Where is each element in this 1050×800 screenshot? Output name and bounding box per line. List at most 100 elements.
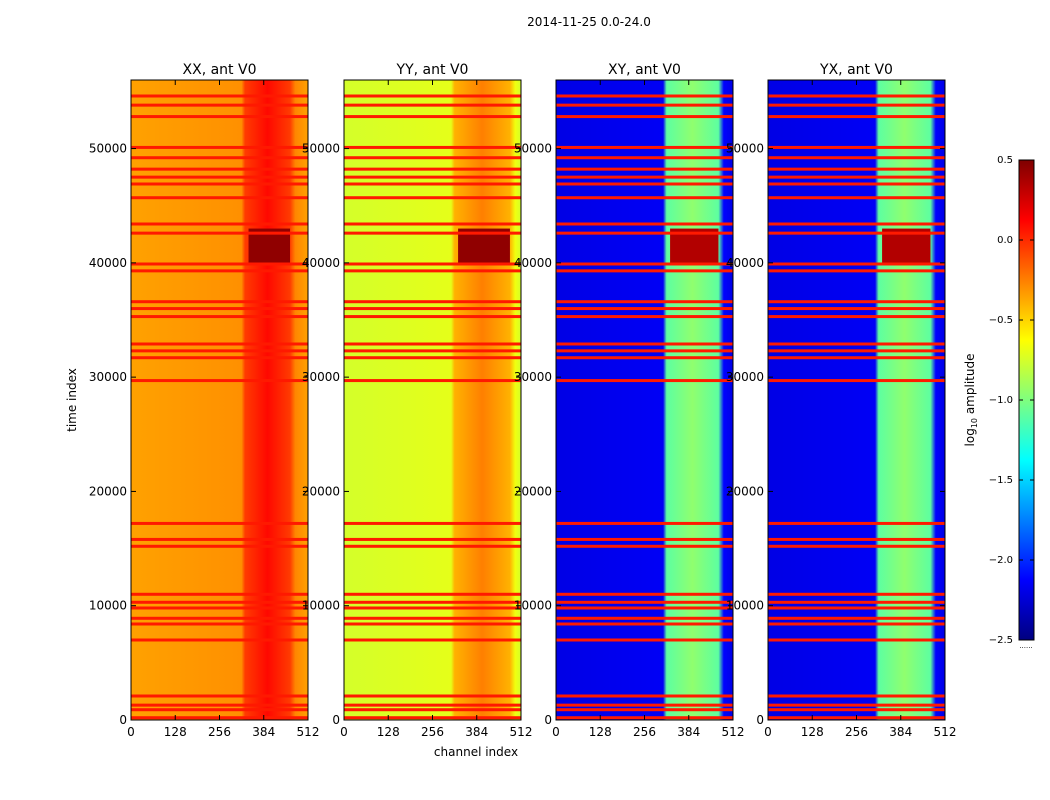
flagged-row — [556, 175, 733, 179]
x-tick-label: 384 — [677, 725, 700, 739]
flagged-row — [344, 544, 521, 548]
flagged-row — [131, 196, 308, 200]
panel-1: XX, ant V0 0 128 256 384 512 0 10000 20000 30000 4… — [89, 62, 320, 739]
flagged-row — [344, 231, 521, 235]
flagged-row — [131, 622, 308, 626]
y-tick-label: 0 — [544, 713, 552, 727]
flagged-row — [556, 342, 733, 346]
y-tick-label: 10000 — [726, 599, 764, 613]
y-tick-label: 20000 — [89, 484, 127, 498]
flagged-row — [556, 349, 733, 353]
colorbar-label-sub: 10 — [970, 418, 979, 428]
flagged-row — [344, 175, 521, 179]
flagged-row — [768, 606, 945, 610]
flagged-row — [556, 592, 733, 596]
x-tick-label: 128 — [164, 725, 187, 739]
flagged-row — [768, 694, 945, 698]
flagged-row — [131, 349, 308, 353]
flagged-row — [768, 349, 945, 353]
flagged-row — [131, 606, 308, 610]
flagged-row — [768, 222, 945, 226]
panel-title: XX, ant V0 — [183, 62, 257, 78]
flagged-row — [344, 315, 521, 319]
x-tick-label: 384 — [889, 725, 912, 739]
colorbar-tick-label: 0.5 — [997, 155, 1013, 166]
flagged-row — [556, 379, 733, 383]
y-tick-label: 40000 — [514, 256, 552, 270]
y-tick-label: 10000 — [514, 599, 552, 613]
flagged-row — [556, 600, 733, 604]
flagged-row — [131, 638, 308, 642]
y-axis-label: time index — [65, 368, 79, 432]
flagged-row — [768, 544, 945, 548]
x-axis-label: channel index — [434, 745, 518, 759]
flagged-row — [131, 521, 308, 525]
flagged-row — [344, 638, 521, 642]
panel-title: XY, ant V0 — [608, 62, 681, 78]
x-tick-label: 384 — [465, 725, 488, 739]
flagged-row — [768, 592, 945, 596]
flagged-row — [131, 167, 308, 171]
flagged-row — [556, 103, 733, 107]
flagged-row — [131, 145, 308, 149]
colorbar-tick-label: −1.0 — [989, 395, 1013, 406]
flagged-row — [768, 175, 945, 179]
flagged-row — [768, 356, 945, 360]
flagged-row — [768, 616, 945, 620]
flagged-row — [344, 616, 521, 620]
flagged-row — [344, 521, 521, 525]
colorbar-tick-label: −2.0 — [989, 555, 1013, 566]
flagged-row — [556, 622, 733, 626]
y-tick-label: 0 — [119, 713, 127, 727]
flagged-row — [131, 115, 308, 119]
flagged-row — [344, 703, 521, 707]
flagged-row — [131, 703, 308, 707]
x-tick-label: 128 — [589, 725, 612, 739]
y-tick-label: 20000 — [726, 484, 764, 498]
flagged-row — [344, 606, 521, 610]
flagged-row — [131, 156, 308, 160]
x-tick-label: 0 — [552, 725, 560, 739]
flagged-row — [556, 708, 733, 712]
flagged-row — [768, 600, 945, 604]
flagged-row — [768, 115, 945, 119]
flagged-row — [131, 269, 308, 273]
flagged-row — [344, 622, 521, 626]
flagged-row — [131, 182, 308, 186]
x-tick-label: 256 — [845, 725, 868, 739]
flagged-row — [768, 94, 945, 98]
flagged-row — [556, 262, 733, 266]
flagged-row — [344, 708, 521, 712]
y-tick-label: 10000 — [89, 599, 127, 613]
y-tick-label: 50000 — [302, 142, 340, 156]
colorbar-tick-label: −2.5 — [989, 635, 1013, 646]
flagged-row — [768, 300, 945, 304]
flagged-row — [556, 537, 733, 541]
colorbar: 0.5 0.0 −0.5 −1.0 −1.5 −2.0 −2.5 — [989, 155, 1035, 646]
x-tick-label: 128 — [801, 725, 824, 739]
flagged-row — [556, 115, 733, 119]
flagged-row — [556, 616, 733, 620]
colorbar-label-prefix: log — [963, 428, 977, 446]
flagged-row — [556, 606, 733, 610]
y-tick-label: 40000 — [726, 256, 764, 270]
flagged-row — [344, 600, 521, 604]
flagged-row — [344, 115, 521, 119]
flagged-row — [131, 103, 308, 107]
flagged-row — [768, 182, 945, 186]
x-tick-label: 0 — [127, 725, 135, 739]
x-tick-label: 256 — [421, 725, 444, 739]
flagged-row — [344, 145, 521, 149]
flagged-row — [344, 307, 521, 311]
flagged-row — [768, 521, 945, 525]
flagged-row — [768, 262, 945, 266]
flagged-row — [131, 694, 308, 698]
x-tick-label: 512 — [722, 725, 745, 739]
flagged-row — [768, 103, 945, 107]
y-tick-label: 40000 — [302, 256, 340, 270]
flagged-row — [344, 182, 521, 186]
y-tick-label: 50000 — [514, 142, 552, 156]
panel-3: XY, ant V0 0 128 256 384 512 0 10000 20000 30000 4… — [514, 62, 745, 739]
flagged-row — [131, 94, 308, 98]
